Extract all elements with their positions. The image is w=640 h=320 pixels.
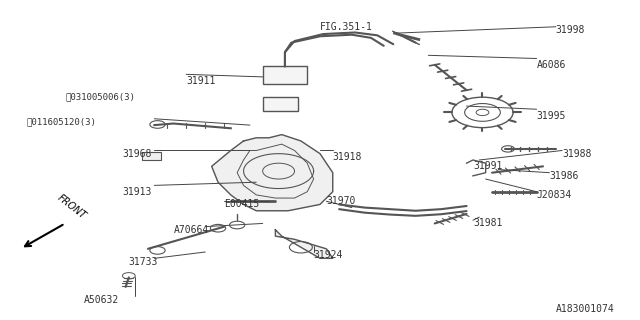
Text: E00415: E00415 bbox=[225, 199, 260, 209]
Text: A6086: A6086 bbox=[537, 60, 566, 70]
Polygon shape bbox=[212, 135, 333, 211]
FancyBboxPatch shape bbox=[262, 67, 307, 84]
Text: 31911: 31911 bbox=[186, 76, 216, 86]
Text: 31918: 31918 bbox=[333, 152, 362, 162]
Text: 31986: 31986 bbox=[549, 171, 579, 181]
Text: 31988: 31988 bbox=[562, 149, 591, 159]
Text: J20834: J20834 bbox=[537, 190, 572, 200]
Text: 31733: 31733 bbox=[129, 257, 158, 267]
Text: FIG.351-1: FIG.351-1 bbox=[320, 22, 373, 32]
Text: 31995: 31995 bbox=[537, 111, 566, 121]
Text: FRONT: FRONT bbox=[56, 192, 88, 221]
Text: 31924: 31924 bbox=[314, 250, 343, 260]
Text: 31981: 31981 bbox=[473, 219, 502, 228]
Text: 31968: 31968 bbox=[122, 149, 152, 159]
Text: 31991: 31991 bbox=[473, 161, 502, 171]
Text: A183001074: A183001074 bbox=[556, 304, 614, 314]
Text: A70664: A70664 bbox=[173, 225, 209, 235]
FancyBboxPatch shape bbox=[141, 152, 161, 160]
Text: Ⓑ011605120(3): Ⓑ011605120(3) bbox=[27, 117, 97, 126]
Polygon shape bbox=[275, 230, 333, 258]
Text: 31970: 31970 bbox=[326, 196, 356, 206]
Text: Ⓦ031005006(3): Ⓦ031005006(3) bbox=[65, 92, 135, 101]
Text: A50632: A50632 bbox=[84, 295, 120, 305]
Text: 31998: 31998 bbox=[556, 25, 585, 35]
FancyBboxPatch shape bbox=[262, 97, 298, 111]
Text: 31913: 31913 bbox=[122, 187, 152, 197]
